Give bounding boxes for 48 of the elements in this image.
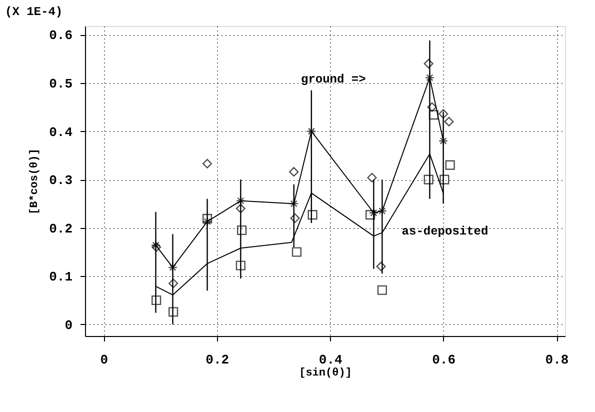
point — [152, 295, 162, 306]
point — [438, 109, 448, 119]
annotation: ground => — [301, 72, 366, 87]
point — [292, 247, 302, 257]
y-tick-label: 0.6 — [49, 28, 73, 44]
point — [440, 174, 450, 184]
point — [202, 214, 212, 224]
x-axis-title: [sin(θ)] — [299, 368, 352, 380]
point — [202, 158, 212, 168]
x-tick-label: 0 — [100, 352, 108, 368]
point — [168, 262, 178, 272]
point — [168, 278, 178, 288]
point — [424, 72, 434, 82]
point — [290, 213, 300, 223]
point — [236, 196, 246, 206]
point — [236, 260, 246, 270]
point — [289, 167, 299, 177]
point — [445, 160, 455, 170]
point — [202, 216, 212, 226]
point — [237, 225, 247, 236]
y-tick-label: 0.3 — [49, 173, 73, 188]
point — [168, 307, 178, 317]
point — [427, 102, 437, 112]
point — [366, 210, 376, 220]
point — [367, 172, 377, 182]
point — [308, 210, 318, 220]
point — [236, 204, 246, 214]
point — [424, 174, 434, 184]
y-tick-label: 0.4 — [49, 124, 73, 140]
x-tick-label: 0.8 — [545, 352, 569, 368]
point — [289, 198, 299, 208]
point — [424, 58, 434, 68]
point — [428, 110, 438, 120]
point — [438, 136, 448, 146]
point — [376, 262, 386, 272]
y-axis-title: [B*cos(θ)] — [29, 148, 42, 215]
y-tick-label: 0.2 — [49, 221, 73, 236]
x-tick-label: 0.4 — [318, 352, 342, 368]
y-tick-label: 0.5 — [49, 76, 73, 92]
y-tick-label: 0.1 — [49, 270, 73, 285]
point — [444, 116, 454, 126]
annotation: as-deposited — [402, 224, 488, 239]
x-tick-label: 0.2 — [206, 352, 230, 368]
y-tick-label: 0 — [64, 318, 73, 333]
point — [377, 285, 387, 295]
chart-title: (X 1E-4) — [5, 5, 63, 19]
point — [306, 126, 316, 136]
x-tick-label: 0.6 — [432, 352, 456, 368]
